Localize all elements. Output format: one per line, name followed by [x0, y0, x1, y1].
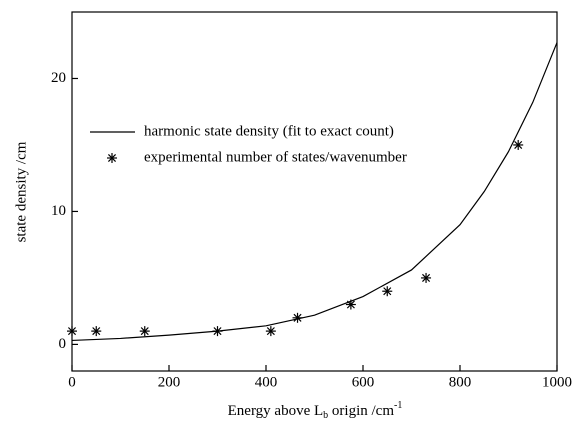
data-point	[421, 273, 431, 283]
data-point	[140, 326, 150, 336]
x-tick-label: 600	[352, 374, 375, 390]
x-tick-label: 0	[68, 374, 76, 390]
legend-marker	[107, 153, 117, 163]
data-point	[266, 326, 276, 336]
x-tick-label: 200	[158, 374, 181, 390]
y-axis-label: state density /cm	[13, 141, 29, 242]
fit-line	[72, 43, 557, 341]
data-point	[513, 140, 523, 150]
data-point	[91, 326, 101, 336]
data-point	[213, 326, 223, 336]
y-tick-label: 20	[51, 70, 66, 86]
x-tick-label: 400	[255, 374, 278, 390]
data-point	[382, 286, 392, 296]
x-tick-label: 800	[449, 374, 472, 390]
x-axis-label: Energy above Lb origin /cm-1	[228, 400, 403, 421]
data-point	[67, 326, 77, 336]
legend-label: experimental number of states/wavenumber	[144, 149, 407, 165]
legend-label: harmonic state density (fit to exact cou…	[144, 123, 394, 139]
y-tick-label: 0	[59, 336, 67, 352]
x-tick-label: 1000	[542, 374, 572, 390]
data-point	[293, 313, 303, 323]
data-point	[346, 300, 356, 310]
y-tick-label: 10	[51, 203, 66, 219]
